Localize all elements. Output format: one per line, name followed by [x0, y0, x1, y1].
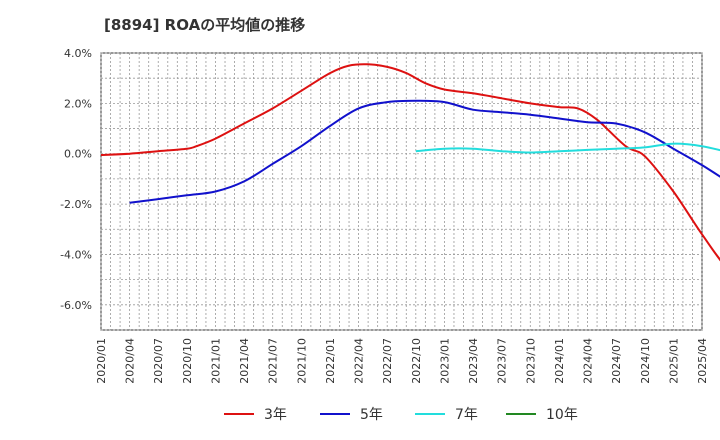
chart-title: [8894] ROAの平均値の推移: [104, 16, 306, 34]
x-tick-label: 2020/07: [152, 338, 165, 384]
x-tick-label: 2022/07: [381, 338, 394, 384]
series-line-5年: [129, 99, 720, 204]
series-line-3年: [100, 63, 720, 262]
x-tick-label: 2021/10: [295, 338, 308, 384]
grid: [100, 52, 703, 331]
series-line-7年: [415, 142, 720, 154]
series-lines: [100, 63, 720, 262]
x-tick-label: 2022/04: [353, 338, 366, 384]
y-tick-label: -4.0%: [60, 248, 92, 261]
x-axis-ticks: 2020/01 2020/04 2020/07 2020/10 2021/01 2021/…: [95, 338, 709, 384]
x-tick-label: 2024/07: [610, 338, 623, 384]
x-tick-label: 2021/01: [209, 338, 222, 384]
y-tick-label: -2.0%: [60, 198, 92, 211]
legend-label: 3年: [264, 407, 287, 423]
y-tick-label: 2.0%: [64, 97, 92, 110]
x-tick-label: 2020/01: [95, 338, 108, 384]
x-tick-label: 2020/04: [124, 338, 137, 384]
x-tick-label: 2022/01: [324, 338, 337, 384]
legend-label: 10年: [546, 407, 578, 423]
y-tick-label: 4.0%: [64, 47, 92, 60]
y-axis-ticks: 4.0% 2.0% 0.0% -2.0% -4.0% -6.0%: [60, 47, 92, 312]
x-tick-label: 2023/04: [467, 338, 480, 384]
legend-label: 7年: [455, 407, 478, 423]
x-tick-label: 2024/01: [553, 338, 566, 384]
x-tick-label: 2021/07: [267, 338, 280, 384]
legend-label: 5年: [360, 407, 383, 423]
x-tick-label: 2024/04: [582, 338, 595, 384]
x-tick-label: 2021/04: [238, 338, 251, 384]
x-tick-label: 2024/10: [639, 338, 652, 384]
plot-area: [100, 52, 703, 331]
x-tick-label: 2023/10: [524, 338, 537, 384]
x-tick-label: 2022/10: [410, 338, 423, 384]
y-tick-label: 0.0%: [64, 148, 92, 161]
x-tick-label: 2023/01: [438, 338, 451, 384]
x-tick-label: 2023/07: [496, 338, 509, 384]
x-tick-label: 2020/10: [181, 338, 194, 384]
legend: 3年 5年 7年 10年: [224, 407, 578, 423]
x-tick-label: 2025/04: [696, 338, 709, 384]
y-tick-label: -6.0%: [60, 299, 92, 312]
x-tick-label: 2025/01: [667, 338, 680, 384]
